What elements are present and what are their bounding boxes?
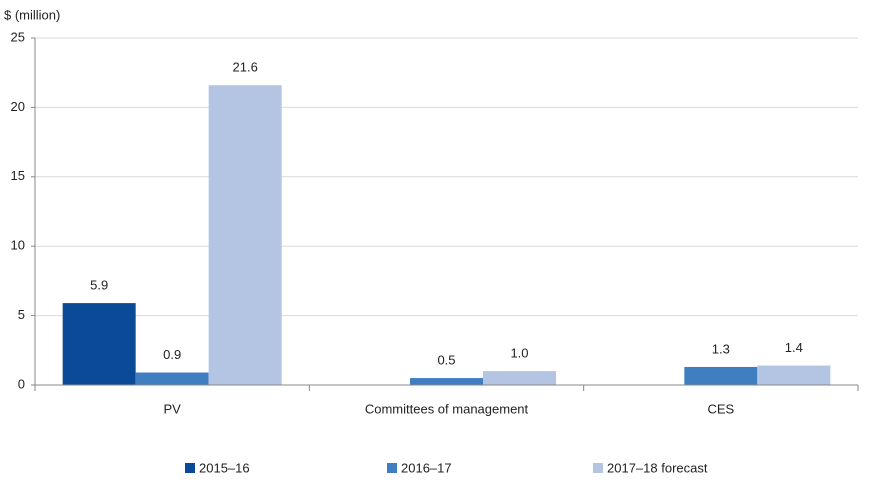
value-label: 5.9 (90, 278, 108, 293)
legend-swatch (593, 463, 603, 473)
y-tick-label: 15 (11, 168, 25, 183)
bar (483, 371, 556, 385)
value-label: 1.0 (510, 346, 528, 361)
value-label: 1.4 (785, 340, 803, 355)
legend-label: 2015–16 (199, 460, 250, 475)
value-label: 0.5 (437, 352, 455, 367)
bar (208, 85, 282, 385)
y-tick-label: 25 (11, 29, 25, 44)
bar (684, 366, 758, 385)
value-label: 1.3 (712, 341, 730, 356)
y-tick-label: 20 (11, 99, 25, 114)
y-axis-label: $ (million) (4, 7, 60, 22)
bar (757, 365, 831, 385)
y-tick-label: 5 (18, 307, 25, 322)
value-label: 0.9 (163, 347, 181, 362)
y-tick-label: 10 (11, 238, 25, 253)
legend-label: 2016–17 (401, 460, 452, 475)
x-tick-label: PV (163, 401, 181, 416)
y-tick-label: 0 (18, 376, 25, 391)
x-tick-label: CES (707, 401, 734, 416)
bar (135, 372, 209, 385)
legend-label: 2017–18 forecast (607, 460, 708, 475)
x-tick-label: Committees of management (365, 401, 529, 416)
legend-swatch (387, 463, 397, 473)
legend-swatch (185, 463, 195, 473)
bar (62, 303, 136, 385)
value-label: 21.6 (233, 60, 258, 75)
bar (410, 378, 483, 385)
